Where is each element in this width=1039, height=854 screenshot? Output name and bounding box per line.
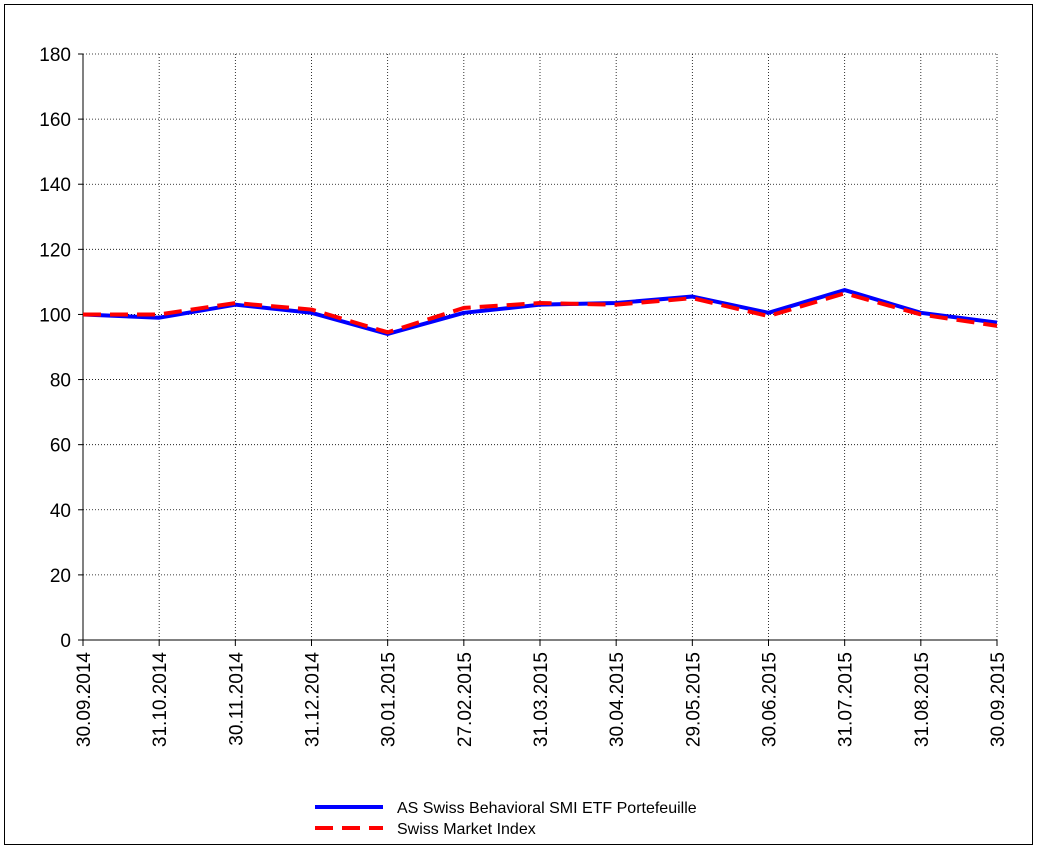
y-tick-label: 120: [39, 240, 71, 261]
x-tick-label: 30.06.2015: [760, 652, 781, 747]
x-tick-label: 30.01.2015: [379, 652, 400, 747]
x-tick-label: 27.02.2015: [455, 652, 476, 747]
y-tick-label: 80: [50, 371, 71, 392]
x-tick-label: 30.04.2015: [607, 652, 628, 747]
chart-border: [4, 4, 1033, 845]
x-tick-label: 30.09.2015: [988, 652, 1009, 747]
x-tick-label: 31.10.2014: [150, 652, 171, 748]
x-tick-label: 30.11.2014: [226, 652, 247, 746]
series-line: [83, 291, 998, 335]
y-tick-label: 160: [39, 110, 71, 131]
x-tick-label: 31.12.2014: [303, 652, 324, 748]
x-tick-label: 31.08.2015: [912, 652, 933, 747]
x-tick-label: 30.09.2014: [74, 652, 95, 748]
y-tick-label: 140: [39, 175, 71, 196]
y-tick-label: 40: [50, 501, 71, 522]
x-tick-label: 31.07.2015: [836, 652, 857, 747]
legend-label: Swiss Market Index: [397, 821, 536, 838]
y-tick-label: 60: [50, 436, 71, 457]
y-tick-label: 100: [39, 305, 71, 326]
y-tick-label: 0: [60, 631, 71, 652]
x-tick-label: 29.05.2015: [683, 652, 704, 747]
y-tick-label: 180: [39, 45, 71, 66]
y-tick-label: 20: [50, 566, 71, 587]
legend-label: AS Swiss Behavioral SMI ETF Portefeuille: [397, 800, 697, 817]
x-tick-label: 31.03.2015: [531, 652, 552, 747]
